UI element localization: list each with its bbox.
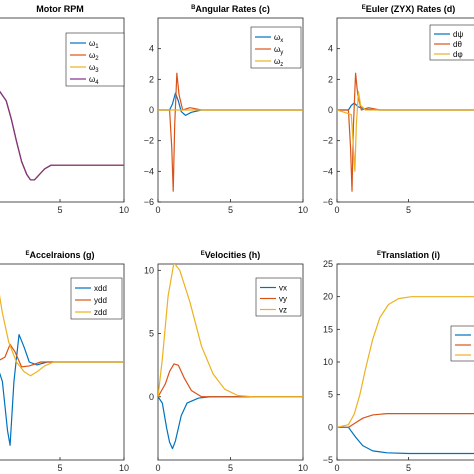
series-line-2	[337, 72, 474, 192]
x-tick-label: 0	[155, 463, 160, 473]
chart-title: EVelocities (h)	[201, 250, 261, 260]
y-tick-label: 0	[149, 392, 154, 402]
series-line-2	[337, 413, 474, 428]
y-tick-label: 15	[323, 324, 333, 334]
x-tick-label: 5	[228, 463, 233, 473]
x-tick-label: 5	[406, 205, 411, 215]
x-tick-label: 10	[119, 463, 129, 473]
x-tick-label: 10	[119, 205, 129, 215]
legend-label: ω1	[89, 39, 99, 50]
axes-box	[336, 263, 474, 461]
y-tick-label: 0	[328, 422, 333, 432]
x-tick-label: 0	[334, 463, 339, 473]
y-tick-label: 4	[328, 44, 333, 54]
y-tick-label: 10	[323, 357, 333, 367]
series-line-3	[337, 296, 474, 428]
x-tick-label: 10	[298, 463, 308, 473]
legend-label: ωz	[274, 57, 283, 68]
x-tick-label: 5	[228, 205, 233, 215]
subplot-accelerations: 5 10 EAccelraions (g) xdd ydd zdd	[0, 250, 129, 473]
legend-label: dψ	[453, 30, 463, 39]
series-line-1	[337, 426, 474, 455]
x-tick-label: 5	[57, 463, 62, 473]
y-tick-label: 5	[149, 329, 154, 339]
series-line-1	[158, 92, 303, 116]
legend	[450, 325, 474, 362]
legend: vx vy vz	[255, 277, 302, 317]
chart-title: ETranslation (i)	[377, 250, 440, 260]
x-tick-label: 5	[57, 205, 62, 215]
series-line-2	[158, 72, 303, 192]
series-line-1	[0, 333, 124, 446]
y-tick-label: 10	[144, 265, 154, 275]
series-line-2	[158, 363, 303, 398]
series-line-3	[0, 294, 124, 377]
chart-title: EAccelraions (g)	[25, 250, 94, 260]
legend-label: vy	[279, 295, 287, 304]
y-tick-label: 20	[323, 292, 333, 302]
chart-title: Motor RPM	[36, 4, 84, 14]
y-tick-label: 0	[328, 105, 333, 115]
series-line-2	[0, 343, 124, 368]
legend-label: vx	[279, 284, 287, 293]
chart-title: EEuler (ZYX) Rates (d)	[362, 4, 456, 14]
series-line-1	[158, 396, 303, 450]
subplot-velocities: 0 5 10 0 5 10 EVelocities (h) vx vy vz	[144, 250, 308, 473]
y-tick-label: 0	[149, 105, 154, 115]
legend-label: zdd	[94, 308, 107, 317]
legend-label: ω4	[89, 75, 99, 86]
series-line-3	[337, 91, 474, 172]
legend-label: dφ	[453, 50, 463, 59]
x-tick-label: 5	[406, 463, 411, 473]
y-tick-label: 25	[323, 259, 333, 269]
y-tick-label: 5	[328, 390, 333, 400]
y-tick-label: 4	[149, 44, 154, 54]
legend-label: ωx	[274, 33, 283, 44]
legend-label: vz	[279, 306, 287, 315]
y-tick-label: −4	[144, 166, 154, 176]
y-tick-label: −6	[323, 197, 333, 207]
y-tick-label: −2	[144, 136, 154, 146]
legend-label: dθ	[453, 40, 462, 49]
y-tick-label: 2	[149, 74, 154, 84]
x-tick-label: 10	[298, 205, 308, 215]
y-tick-label: −5	[323, 455, 333, 465]
y-tick-label: −2	[323, 136, 333, 146]
legend-label: ω3	[89, 63, 99, 74]
legend: xdd ydd zdd	[70, 277, 123, 320]
chart-title: BAngular Rates (c)	[191, 4, 270, 14]
y-tick-label: 2	[328, 74, 333, 84]
legend-label: ωy	[274, 45, 283, 56]
y-tick-label: −4	[323, 166, 333, 176]
y-tick-label: −6	[144, 197, 154, 207]
series-line-3	[158, 264, 303, 398]
legend-label: ydd	[94, 296, 107, 305]
x-tick-label: 0	[155, 205, 160, 215]
legend-label: xdd	[94, 284, 107, 293]
x-tick-label: 0	[334, 205, 339, 215]
legend-label: ω2	[89, 51, 99, 62]
series-line-4	[0, 90, 124, 181]
